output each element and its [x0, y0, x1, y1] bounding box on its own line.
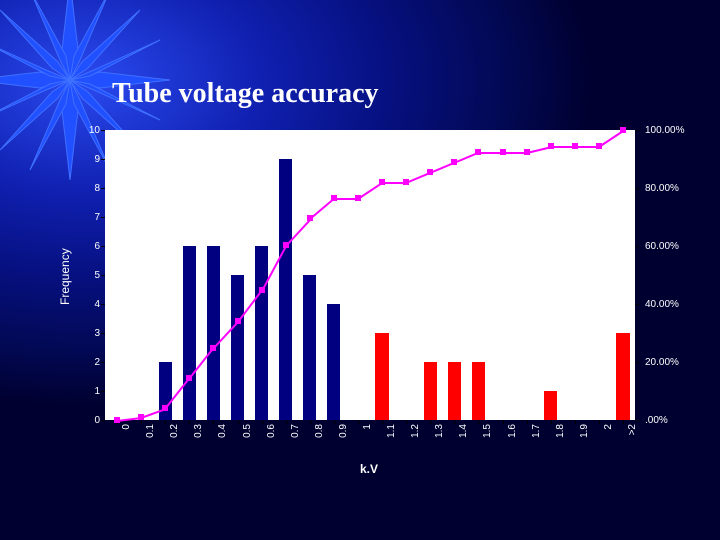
- y-tick: 8: [60, 183, 100, 194]
- bar: [279, 159, 292, 420]
- line-marker: [500, 149, 506, 155]
- x-tick: 1.2: [410, 424, 421, 454]
- y-tick: 2: [60, 357, 100, 368]
- bar: [448, 362, 461, 420]
- line-marker: [620, 127, 626, 133]
- y-tick: 7: [60, 212, 100, 223]
- x-tick: 1.5: [482, 424, 493, 454]
- x-tick: 1.9: [579, 424, 590, 454]
- plot-area: [105, 130, 635, 420]
- bar: [424, 362, 437, 420]
- line-marker: [162, 405, 168, 411]
- chart-title: Tube voltage accuracy: [112, 78, 379, 110]
- x-tick: 1.3: [434, 424, 445, 454]
- y-tick: 10: [60, 125, 100, 136]
- bar: [472, 362, 485, 420]
- y-tick: 1: [60, 386, 100, 397]
- x-tick: 2: [603, 424, 614, 454]
- y-tick: 0: [60, 415, 100, 426]
- y-tick: 3: [60, 328, 100, 339]
- x-tick: 1.7: [531, 424, 542, 454]
- line-marker: [259, 287, 265, 293]
- line-marker: [235, 318, 241, 324]
- y2-tick: 20.00%: [645, 357, 679, 368]
- y2-tick: .00%: [645, 415, 668, 426]
- x-tick: >2: [627, 424, 638, 454]
- bar: [616, 333, 629, 420]
- x-tick: 0.9: [338, 424, 349, 454]
- chart-area: Frequency k.V 012345678910.00%20.00%40.0…: [50, 130, 690, 470]
- y-tick: 4: [60, 299, 100, 310]
- line-marker: [427, 169, 433, 175]
- line-marker: [379, 179, 385, 185]
- x-tick: 1: [362, 424, 373, 454]
- bar: [183, 246, 196, 420]
- x-tick: 0.6: [266, 424, 277, 454]
- line-marker: [355, 195, 361, 201]
- bar: [303, 275, 316, 420]
- line-marker: [307, 215, 313, 221]
- line-marker: [548, 143, 554, 149]
- y2-tick: 60.00%: [645, 241, 679, 252]
- line-marker: [524, 149, 530, 155]
- x-tick: 1.8: [555, 424, 566, 454]
- line-marker: [114, 417, 120, 423]
- line-segment: [309, 198, 334, 220]
- x-tick: 0.4: [217, 424, 228, 454]
- bar: [375, 333, 388, 420]
- x-axis-label: k.V: [360, 462, 378, 476]
- line-marker: [331, 195, 337, 201]
- x-tick: 1.6: [507, 424, 518, 454]
- x-tick: 0.7: [290, 424, 301, 454]
- x-tick: 0.8: [314, 424, 325, 454]
- y2-tick: 80.00%: [645, 183, 679, 194]
- x-tick: 1.1: [386, 424, 397, 454]
- bar: [231, 275, 244, 420]
- x-tick: 1.4: [458, 424, 469, 454]
- line-marker: [475, 149, 481, 155]
- y-tick: 6: [60, 241, 100, 252]
- x-tick: 0: [121, 424, 132, 454]
- bar: [207, 246, 220, 420]
- line-marker: [210, 345, 216, 351]
- y2-tick: 100.00%: [645, 125, 684, 136]
- y2-tick: 40.00%: [645, 299, 679, 310]
- line-marker: [403, 179, 409, 185]
- x-tick: 0.2: [169, 424, 180, 454]
- line-marker: [138, 414, 144, 420]
- line-marker: [451, 159, 457, 165]
- y-tick: 5: [60, 270, 100, 281]
- bar: [327, 304, 340, 420]
- bar: [544, 391, 557, 420]
- line-marker: [283, 242, 289, 248]
- y-tick: 9: [60, 154, 100, 165]
- x-tick: 0.3: [193, 424, 204, 454]
- line-marker: [572, 143, 578, 149]
- line-marker: [596, 143, 602, 149]
- x-tick: 0.1: [145, 424, 156, 454]
- x-tick: 0.5: [242, 424, 253, 454]
- bar: [255, 246, 268, 420]
- line-marker: [186, 375, 192, 381]
